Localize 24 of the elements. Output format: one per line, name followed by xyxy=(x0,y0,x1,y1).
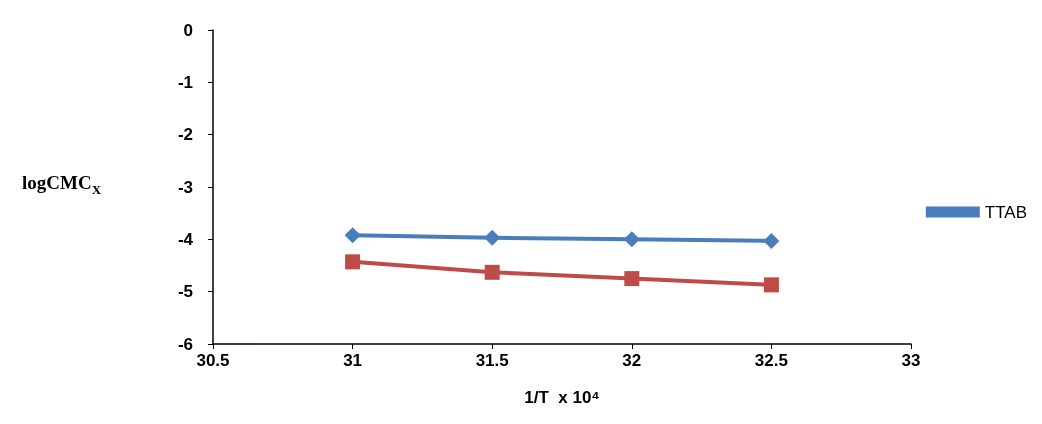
point xyxy=(345,254,361,270)
y-tick-label: -1 xyxy=(177,72,193,92)
x-axis-title: 1/T x 10⁴ xyxy=(524,388,600,407)
x-tick-label: 32 xyxy=(622,351,642,370)
x-tick-label: 32.5 xyxy=(754,351,788,370)
x-tick-label: 31 xyxy=(343,351,363,370)
x-tick-label: 33 xyxy=(901,351,921,370)
y-tick-label: -3 xyxy=(177,177,193,197)
y-tick-label: -5 xyxy=(177,282,193,302)
legend-label: TTAB xyxy=(984,202,1027,222)
point xyxy=(344,227,361,244)
point xyxy=(624,271,640,287)
point xyxy=(763,277,779,293)
point xyxy=(484,264,500,280)
y-tick-label: -6 xyxy=(177,334,193,354)
point xyxy=(763,232,780,249)
x-tick-label: 31.5 xyxy=(475,351,509,370)
y-tick-label: 0 xyxy=(183,20,193,40)
x-tick-label: 30.5 xyxy=(196,351,230,370)
point xyxy=(623,231,640,248)
y-tick-label: -2 xyxy=(177,125,193,145)
y-axis-title: logCMC$_{X}$ xyxy=(22,172,102,198)
point xyxy=(484,229,501,246)
y-tick-label: -4 xyxy=(177,229,194,249)
